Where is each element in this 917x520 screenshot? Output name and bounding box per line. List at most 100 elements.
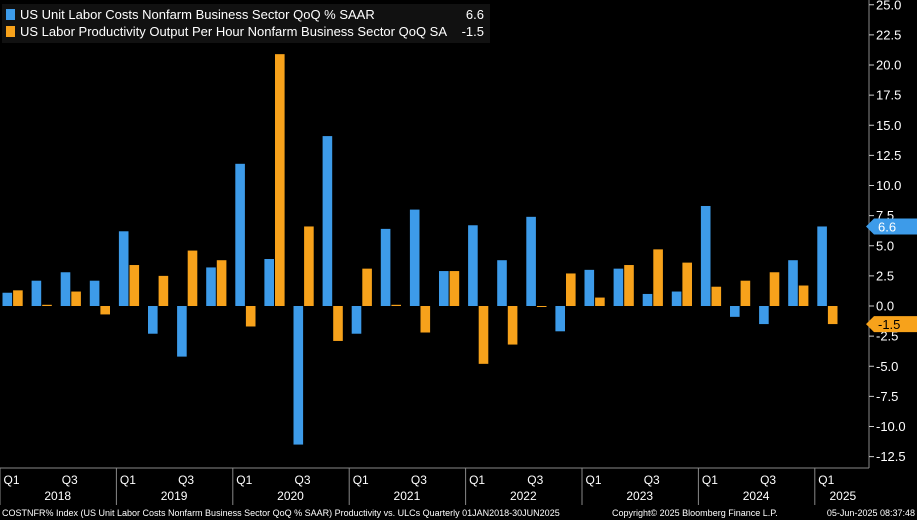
bar-labor-productivity [827, 306, 838, 325]
bar-labor-productivity [682, 262, 692, 306]
bar-unit-labor-costs [526, 216, 536, 306]
legend-entry-unit-labor-costs[interactable]: US Unit Labor Costs Nonfarm Business Sec… [6, 6, 484, 23]
bar-unit-labor-costs [322, 136, 333, 306]
bar-labor-productivity [711, 286, 722, 306]
bar-unit-labor-costs [177, 306, 187, 357]
footer-copyright: Copyright© 2025 Bloomberg Finance L.P. [612, 508, 778, 518]
x-tick-label: Q3 [644, 473, 660, 487]
bar-unit-labor-costs [206, 267, 216, 306]
x-year-label: 2019 [161, 489, 188, 503]
x-year-label: 2024 [743, 489, 770, 503]
x-year-label: 2022 [510, 489, 537, 503]
bar-labor-productivity [769, 272, 780, 306]
bar-labor-productivity [507, 306, 518, 345]
bar-labor-productivity [333, 306, 343, 341]
bar-labor-productivity [13, 290, 23, 306]
y-tick-label: 5.0 [876, 238, 894, 253]
bar-labor-productivity [624, 265, 634, 306]
bar-labor-productivity [740, 280, 751, 306]
legend-swatch-labor-productivity [6, 26, 15, 37]
y-tick-label: 20.0 [876, 58, 901, 73]
bar-labor-productivity [42, 304, 52, 306]
x-year-label: 2018 [44, 489, 71, 503]
bar-unit-labor-costs [439, 271, 449, 306]
bar-labor-productivity [129, 265, 140, 306]
last-value-label-unit-labor-costs: 6.6 [878, 219, 896, 234]
x-year-label: 2020 [277, 489, 304, 503]
y-tick-label: -2.5 [876, 329, 898, 344]
bar-unit-labor-costs [555, 306, 565, 332]
footer-timestamp: 05-Jun-2025 08:37:48 [826, 508, 915, 518]
chart-footer: COSTNFR% Index (US Unit Labor Costs Nonf… [0, 506, 917, 520]
x-tick-label: Q1 [4, 473, 20, 487]
chart-legend: US Unit Labor Costs Nonfarm Business Sec… [2, 4, 490, 43]
legend-entry-labor-productivity[interactable]: US Labor Productivity Output Per Hour No… [6, 23, 484, 40]
x-tick-label: Q3 [527, 473, 543, 487]
bar-unit-labor-costs [293, 306, 304, 445]
bar-unit-labor-costs [730, 306, 740, 317]
bar-unit-labor-costs [584, 269, 595, 306]
y-tick-label: 17.5 [876, 88, 901, 103]
x-year-label: 2021 [394, 489, 421, 503]
x-tick-label: Q3 [178, 473, 194, 487]
x-tick-label: Q1 [702, 473, 718, 487]
bar-unit-labor-costs [235, 163, 245, 306]
bar-labor-productivity [275, 54, 285, 306]
bar-unit-labor-costs [642, 293, 653, 306]
bar-unit-labor-costs [497, 260, 507, 306]
bar-labor-productivity [100, 306, 110, 315]
bar-unit-labor-costs [380, 228, 391, 306]
y-tick-label: -7.5 [876, 389, 898, 404]
y-tick-label: 10.0 [876, 178, 901, 193]
x-tick-label: Q1 [586, 473, 602, 487]
bar-labor-productivity [566, 273, 576, 306]
bar-unit-labor-costs [788, 260, 798, 306]
bar-unit-labor-costs [118, 231, 129, 306]
y-tick-label: 25.0 [876, 0, 901, 12]
y-tick-label: -10.0 [876, 419, 906, 434]
bar-unit-labor-costs [468, 225, 478, 306]
bar-labor-productivity [245, 306, 256, 327]
y-tick-label: 12.5 [876, 148, 901, 163]
bar-labor-productivity [158, 275, 169, 306]
bar-unit-labor-costs [759, 306, 769, 325]
bar-unit-labor-costs [264, 259, 274, 306]
last-value-tag-labor-productivity [866, 316, 917, 333]
bar-chart: 25.022.520.017.515.012.510.07.55.02.50.0… [0, 0, 917, 505]
legend-value-labor-productivity: -1.5 [461, 24, 484, 39]
bar-unit-labor-costs [148, 306, 158, 334]
x-tick-label: Q1 [120, 473, 136, 487]
legend-label-labor-productivity: US Labor Productivity Output Per Hour No… [20, 24, 448, 39]
x-tick-label: Q1 [353, 473, 369, 487]
bar-unit-labor-costs [613, 268, 624, 306]
legend-value-unit-labor-costs: 6.6 [465, 7, 484, 22]
x-tick-label: Q3 [411, 473, 427, 487]
bar-labor-productivity [653, 249, 663, 306]
bar-labor-productivity [449, 271, 460, 306]
x-year-label: 2025 [829, 489, 856, 503]
x-tick-label: Q1 [236, 473, 252, 487]
legend-swatch-unit-labor-costs [6, 9, 15, 20]
bar-labor-productivity [595, 297, 605, 306]
y-tick-label: -12.5 [876, 449, 906, 464]
bar-labor-productivity [216, 260, 227, 306]
x-year-label: 2023 [626, 489, 653, 503]
bar-unit-labor-costs [409, 209, 420, 306]
bar-labor-productivity [478, 306, 489, 364]
bar-unit-labor-costs [60, 272, 71, 306]
bar-unit-labor-costs [817, 226, 827, 306]
bar-labor-productivity [798, 285, 809, 306]
bar-unit-labor-costs [700, 205, 711, 306]
footer-source: COSTNFR% Index (US Unit Labor Costs Nonf… [2, 508, 560, 518]
bar-unit-labor-costs [2, 292, 13, 306]
bar-unit-labor-costs [89, 280, 100, 306]
last-value-label-labor-productivity: -1.5 [878, 317, 900, 332]
bar-labor-productivity [187, 250, 198, 306]
x-tick-label: Q3 [760, 473, 776, 487]
x-tick-label: Q3 [295, 473, 311, 487]
bar-unit-labor-costs [671, 291, 682, 306]
y-tick-label: -5.0 [876, 359, 898, 374]
legend-label-unit-labor-costs: US Unit Labor Costs Nonfarm Business Sec… [20, 7, 375, 22]
bar-labor-productivity [362, 268, 372, 306]
bar-unit-labor-costs [351, 306, 362, 334]
